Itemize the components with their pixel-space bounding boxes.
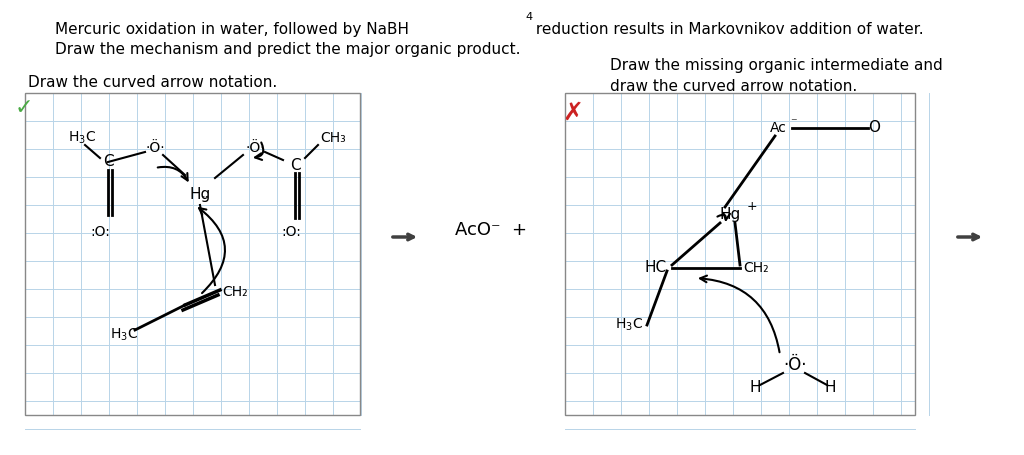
- Text: ··: ··: [723, 208, 731, 218]
- FancyArrowPatch shape: [255, 142, 263, 160]
- Text: CH₃: CH₃: [319, 131, 346, 145]
- Text: H: H: [750, 379, 761, 394]
- Text: AcO⁻  +: AcO⁻ +: [455, 221, 527, 239]
- Text: :O:: :O:: [281, 225, 301, 239]
- FancyArrowPatch shape: [700, 276, 779, 352]
- Text: ·Ö·: ·Ö·: [783, 356, 807, 374]
- Text: Hg: Hg: [189, 187, 211, 202]
- Bar: [565, 93, 915, 415]
- FancyArrowPatch shape: [718, 213, 730, 220]
- Bar: [25, 93, 360, 415]
- Text: Draw the curved arrow notation.: Draw the curved arrow notation.: [28, 75, 278, 90]
- Text: reduction results in Markovnikov addition of water.: reduction results in Markovnikov additio…: [531, 22, 924, 37]
- Text: ✓: ✓: [15, 98, 34, 118]
- Text: H: H: [824, 379, 836, 394]
- Text: Draw the missing organic intermediate and: Draw the missing organic intermediate an…: [610, 58, 943, 73]
- Text: Mercuric oxidation in water, followed by NaBH: Mercuric oxidation in water, followed by…: [55, 22, 409, 37]
- Text: CH₂: CH₂: [743, 261, 769, 275]
- Text: ✗: ✗: [562, 101, 583, 125]
- Text: ··: ··: [202, 192, 209, 202]
- Text: Hg: Hg: [720, 207, 740, 222]
- Text: H$_3$C: H$_3$C: [110, 327, 138, 343]
- Text: H$_3$C: H$_3$C: [615, 317, 643, 333]
- Text: H$_3$C: H$_3$C: [68, 130, 96, 146]
- Text: Ac: Ac: [770, 121, 786, 135]
- Text: :O:: :O:: [90, 225, 110, 239]
- Text: 4: 4: [525, 12, 532, 22]
- Text: O: O: [868, 121, 880, 136]
- FancyArrowPatch shape: [158, 167, 187, 181]
- Text: C: C: [290, 157, 300, 172]
- Text: CH₂: CH₂: [222, 285, 248, 299]
- Text: ⁻: ⁻: [790, 116, 797, 130]
- Text: ·Ö·: ·Ö·: [245, 141, 265, 155]
- FancyArrowPatch shape: [199, 208, 225, 293]
- Text: Draw the mechanism and predict the major organic product.: Draw the mechanism and predict the major…: [55, 42, 520, 57]
- Text: C: C: [102, 155, 114, 170]
- Text: HC: HC: [645, 261, 667, 275]
- Text: +: +: [746, 201, 758, 213]
- Text: draw the curved arrow notation.: draw the curved arrow notation.: [610, 79, 857, 94]
- Text: ·Ö·: ·Ö·: [145, 141, 165, 155]
